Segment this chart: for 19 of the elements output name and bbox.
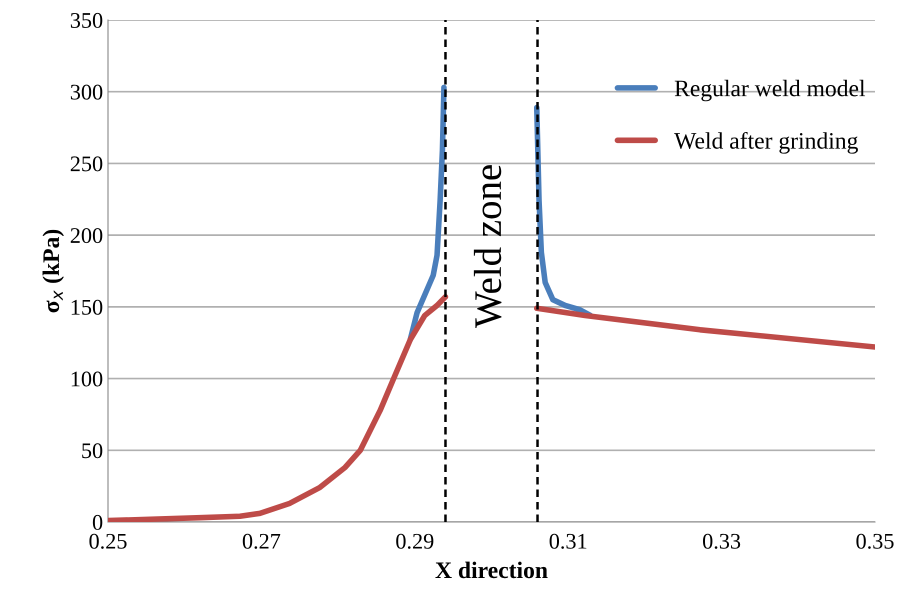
y-tick-label: 150 <box>72 300 102 315</box>
y-axis-title: σ$_{x}$ (kPa) <box>42 230 64 312</box>
x-axis-title: X direction <box>435 562 548 578</box>
y-tick-label: 200 <box>70 228 102 244</box>
y-tick-label: 250 <box>70 156 102 172</box>
annotation: Weld zone <box>474 165 502 328</box>
y-tick-label: 0 <box>92 514 102 530</box>
y-tick-label: 100 <box>72 372 102 386</box>
x-tick-label: 0.25 <box>89 534 127 549</box>
x-tick-label: 0.29 <box>396 534 434 549</box>
y-tick-label: 350 <box>70 12 102 28</box>
legend-label: Weld after grinding <box>674 132 858 154</box>
x-tick-label: 0.33 <box>703 534 740 549</box>
legend-label: Regular weld model <box>674 80 866 102</box>
x-tick-label: 0.35 <box>856 534 894 549</box>
y-tick-label: 50 <box>82 443 102 458</box>
x-tick-label: 0.27 <box>242 534 280 549</box>
y-tick-label: 300 <box>70 84 102 100</box>
x-tick-label: 0.31 <box>550 534 586 549</box>
